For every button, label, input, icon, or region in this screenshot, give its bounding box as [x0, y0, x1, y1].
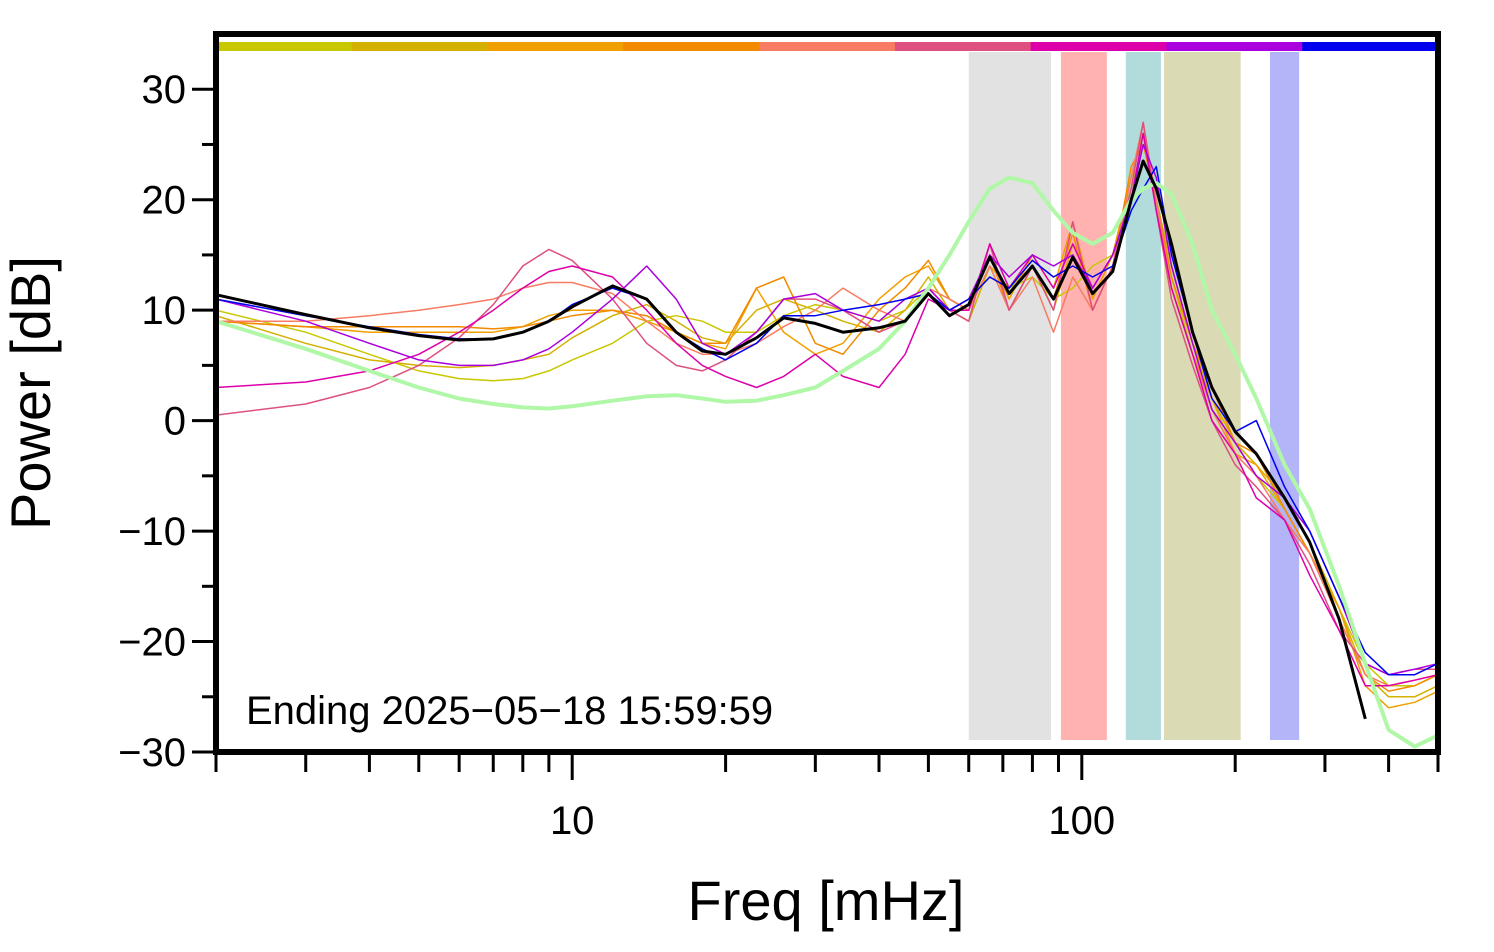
color-bar-segment [1030, 42, 1167, 51]
color-bar-segment [623, 42, 760, 51]
y-tick-label: 0 [164, 400, 186, 444]
color-bar-segment [487, 42, 624, 51]
y-tick-label: −30 [118, 731, 186, 775]
color-bar-segment [216, 42, 353, 51]
y-tick-label: −20 [118, 621, 186, 665]
color-bar-segment [759, 42, 896, 51]
series-line [216, 143, 1438, 687]
x-axis-label: Freq [mHz] [688, 869, 965, 932]
series-line [216, 143, 1438, 692]
band [968, 52, 1051, 740]
band [1060, 52, 1107, 740]
y-axis-label: Power [dB] [0, 256, 62, 530]
band [1269, 52, 1300, 740]
bands [968, 52, 1300, 740]
series-line [216, 121, 1438, 687]
series-line [216, 165, 1438, 676]
y-tick-label: 30 [142, 68, 187, 112]
y-tick-label: 20 [142, 179, 187, 223]
band [1125, 52, 1161, 740]
color-bar-segment [1166, 42, 1303, 51]
y-tick-label: −10 [118, 510, 186, 554]
series-line [216, 132, 1438, 698]
color-bar [216, 42, 1439, 51]
x-tick-label: 100 [1048, 799, 1115, 843]
lines [216, 121, 1438, 749]
series-line [216, 143, 1438, 676]
series-line [216, 121, 1438, 676]
band [1164, 52, 1241, 740]
color-bar-segment [894, 42, 1032, 51]
series-line [216, 132, 1438, 687]
x-tick-label: 10 [550, 799, 595, 843]
axes: −30 −20 −10 0 10 20 30 10 100 [118, 68, 1440, 843]
y-tick-label: 10 [142, 289, 187, 333]
color-bar-segment [351, 42, 489, 51]
annotation: Ending 2025−05−18 15:59:59 [246, 689, 773, 733]
series-line [216, 175, 1438, 749]
series-line [216, 159, 1367, 720]
plot-frame [213, 31, 1441, 755]
color-bar-segment [1302, 42, 1439, 51]
